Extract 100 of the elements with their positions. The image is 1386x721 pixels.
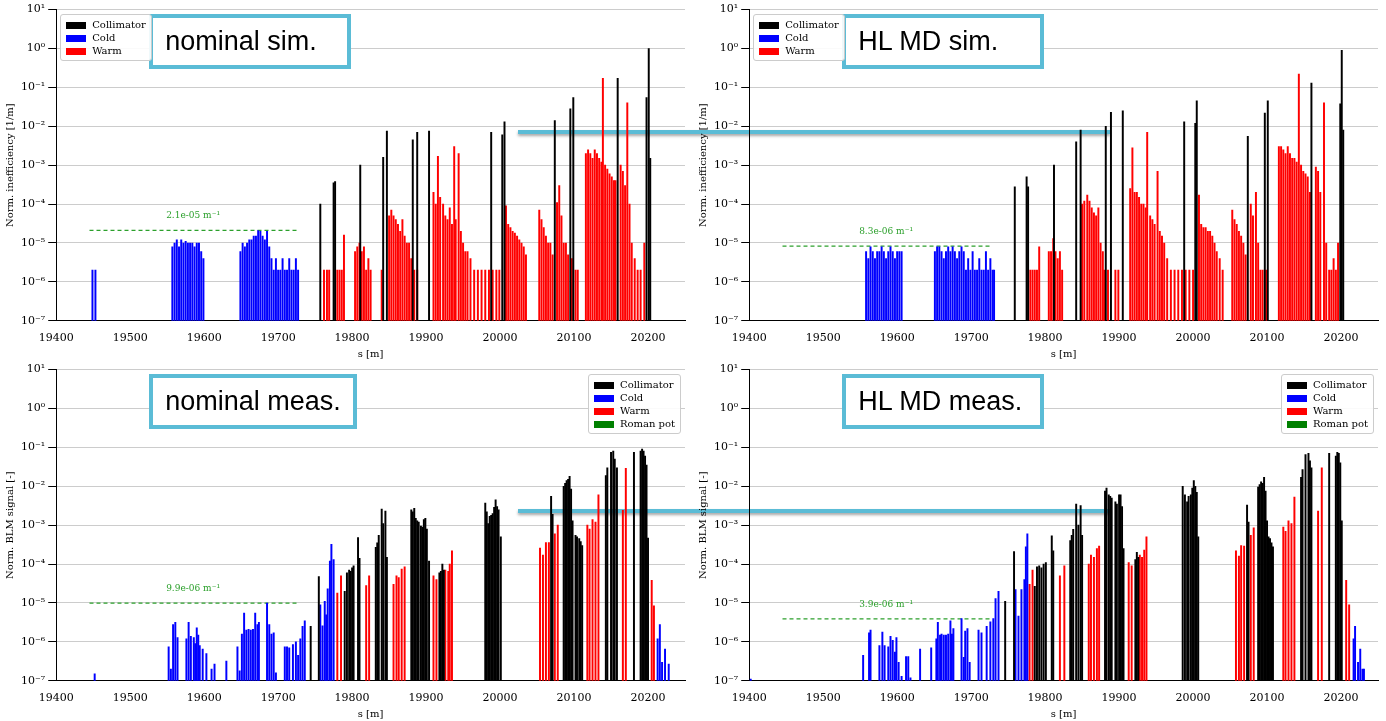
x-tick-label: 19900 — [408, 331, 444, 345]
y-tick-label: 10⁻⁷ — [20, 313, 46, 327]
y-tick-label: 10⁰ — [719, 41, 739, 55]
x-tick-label: 19400 — [38, 691, 74, 705]
y-tick-label: 10⁻⁴ — [20, 196, 46, 210]
y-tick-label: 10⁻² — [713, 119, 739, 133]
legend-label: Warm — [620, 404, 650, 416]
x-tick-label: 19900 — [408, 691, 444, 705]
y-tick-label: 10¹ — [26, 362, 46, 376]
y-tick-label: 10⁻³ — [713, 518, 739, 532]
y-tick-label: 10⁰ — [719, 401, 739, 415]
x-tick-label: 19900 — [1101, 691, 1137, 705]
y-tick-label: 10⁻⁶ — [20, 634, 46, 648]
x-tick-label: 19800 — [334, 691, 370, 705]
x-tick-label: 19400 — [731, 691, 767, 705]
x-tick-label: 19500 — [112, 691, 148, 705]
text: nominal sim. — [149, 14, 352, 69]
y-axis-title: Norm. inefficiency [1/m] — [696, 103, 708, 228]
text: HL MD sim. — [842, 14, 1045, 69]
legend-label: Roman pot — [620, 417, 676, 429]
annotation: 8.3e-06 m⁻¹ — [859, 225, 914, 236]
x-tick-label: 19900 — [1101, 331, 1137, 345]
x-tick-label: 20000 — [482, 331, 518, 345]
y-tick-label: 10⁻⁶ — [713, 274, 739, 288]
y-tick-label: 10⁻⁵ — [713, 235, 739, 249]
y-tick-label: 10⁻⁷ — [713, 673, 739, 687]
x-axis-title: s [m] — [1050, 347, 1077, 359]
y-tick-label: 10⁻⁴ — [713, 196, 739, 210]
y-tick-label: 10⁻⁶ — [713, 634, 739, 648]
y-tick-label: 10⁻¹ — [713, 80, 739, 94]
text: HL MD meas. — [842, 374, 1045, 429]
y-tick-label: 10⁻⁵ — [20, 595, 46, 609]
y-tick-label: 10⁻⁵ — [20, 235, 46, 249]
y-axis-title: Norm. BLM signal [-] — [3, 471, 15, 579]
x-tick-label: 19700 — [953, 691, 989, 705]
y-axis-title: Norm. BLM signal [-] — [696, 471, 708, 579]
y-tick-label: 10⁻² — [20, 479, 46, 493]
x-tick-label: 20100 — [1249, 331, 1285, 345]
legend-label: Cold — [92, 31, 116, 43]
x-axis-title: s [m] — [357, 347, 384, 359]
y-tick-label: 10¹ — [26, 2, 46, 16]
legend-label: Warm — [1313, 404, 1343, 416]
x-tick-label: 19500 — [805, 691, 841, 705]
legend-label: Warm — [92, 44, 122, 56]
legend-label: Cold — [620, 391, 644, 403]
x-tick-label: 19600 — [186, 331, 222, 345]
x-tick-label: 19600 — [879, 691, 915, 705]
x-tick-label: 19400 — [731, 331, 767, 345]
legend-label: Collimator — [1313, 378, 1367, 390]
legend-label: Collimator — [92, 18, 146, 30]
annotation: 2.1e-05 m⁻¹ — [166, 210, 221, 221]
y-axis-title: Norm. inefficiency [1/m] — [3, 103, 15, 228]
y-tick-label: 10⁻² — [20, 119, 46, 133]
y-tick-label: 10¹ — [719, 362, 739, 376]
x-tick-label: 20000 — [1175, 331, 1211, 345]
x-tick-label: 19800 — [1027, 331, 1063, 345]
x-tick-label: 20100 — [556, 331, 592, 345]
y-tick-label: 10⁻³ — [20, 518, 46, 532]
legend-label: Collimator — [620, 378, 674, 390]
y-tick-label: 10⁻¹ — [713, 440, 739, 454]
x-tick-label: 20200 — [630, 331, 666, 345]
x-tick-label: 19700 — [953, 331, 989, 345]
y-tick-label: 10⁻⁷ — [20, 673, 46, 687]
legend-label: Roman pot — [1313, 417, 1369, 429]
y-tick-label: 10⁻² — [713, 479, 739, 493]
x-tick-label: 20000 — [482, 691, 518, 705]
legend-label: Warm — [785, 44, 815, 56]
legend-label: Cold — [1313, 391, 1337, 403]
y-tick-label: 10⁻⁶ — [20, 274, 46, 288]
x-tick-label: 20200 — [1323, 331, 1359, 345]
x-tick-label: 19600 — [186, 691, 222, 705]
x-tick-label: 19600 — [879, 331, 915, 345]
annotation: 9.9e-06 m⁻¹ — [166, 583, 221, 594]
x-tick-label: 20000 — [1175, 691, 1211, 705]
y-tick-label: 10⁻⁴ — [20, 556, 46, 570]
y-tick-label: 10⁻³ — [713, 158, 739, 172]
annotation: 3.9e-06 m⁻¹ — [859, 598, 914, 609]
x-tick-label: 19500 — [805, 331, 841, 345]
y-tick-label: 10⁻⁵ — [713, 595, 739, 609]
x-tick-label: 20200 — [630, 691, 666, 705]
x-axis-title: s [m] — [1050, 707, 1077, 719]
x-tick-label: 20100 — [556, 691, 592, 705]
y-tick-label: 10⁰ — [26, 401, 46, 415]
y-tick-label: 10⁰ — [26, 41, 46, 55]
y-tick-label: 10⁻³ — [20, 158, 46, 172]
text: nominal meas. — [149, 374, 357, 429]
legend-label: Cold — [785, 31, 809, 43]
x-tick-label: 19400 — [38, 331, 74, 345]
x-tick-label: 19800 — [334, 331, 370, 345]
x-tick-label: 19700 — [260, 691, 296, 705]
y-tick-label: 10⁻¹ — [20, 440, 46, 454]
x-tick-label: 19500 — [112, 331, 148, 345]
y-tick-label: 10⁻¹ — [20, 80, 46, 94]
y-tick-label: 10⁻⁴ — [713, 556, 739, 570]
x-tick-label: 20200 — [1323, 691, 1359, 705]
y-tick-label: 10¹ — [719, 2, 739, 16]
y-tick-label: 10⁻⁷ — [713, 313, 739, 327]
x-tick-label: 20100 — [1249, 691, 1285, 705]
x-tick-label: 19800 — [1027, 691, 1063, 705]
x-tick-label: 19700 — [260, 331, 296, 345]
